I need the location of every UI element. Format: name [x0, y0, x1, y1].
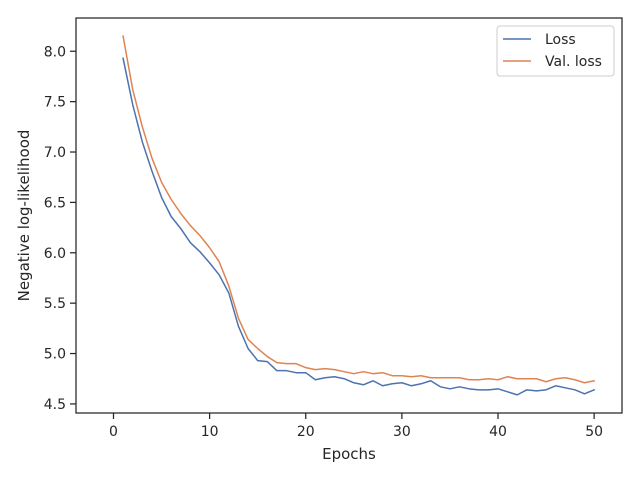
series-line-val-loss — [122, 35, 596, 384]
legend: Loss Val. loss — [496, 25, 615, 77]
y-tick-label: 6.5 — [44, 195, 66, 211]
x-axis-ticks: 0 10 20 30 40 50 — [109, 413, 603, 440]
y-axis-ticks: 4.5 5.0 5.5 6.0 6.5 7.0 7.5 8.0 — [44, 44, 76, 413]
axes-frame — [75, 17, 623, 414]
y-axis-label: Negative log-likelihood — [15, 130, 33, 302]
series-line-loss — [122, 57, 596, 396]
x-tick-label: 0 — [109, 424, 118, 440]
x-tick-label: 10 — [201, 424, 219, 440]
x-axis-label: Epochs — [322, 445, 376, 463]
y-tick-label: 6.0 — [44, 246, 66, 262]
y-tick-label: 4.5 — [44, 397, 66, 413]
plot-lines — [122, 35, 596, 396]
x-tick-label: 20 — [297, 424, 315, 440]
legend-label-loss: Loss — [545, 32, 576, 48]
y-tick-label: 7.0 — [44, 145, 66, 161]
y-tick-label: 5.0 — [44, 347, 66, 363]
x-tick-label: 50 — [585, 424, 603, 440]
y-tick-label: 8.0 — [44, 44, 66, 60]
x-tick-label: 40 — [489, 424, 507, 440]
legend-label-val-loss: Val. loss — [545, 54, 602, 70]
y-tick-label: 7.5 — [44, 95, 66, 111]
y-tick-label: 5.5 — [44, 296, 66, 312]
x-tick-label: 30 — [393, 424, 411, 440]
